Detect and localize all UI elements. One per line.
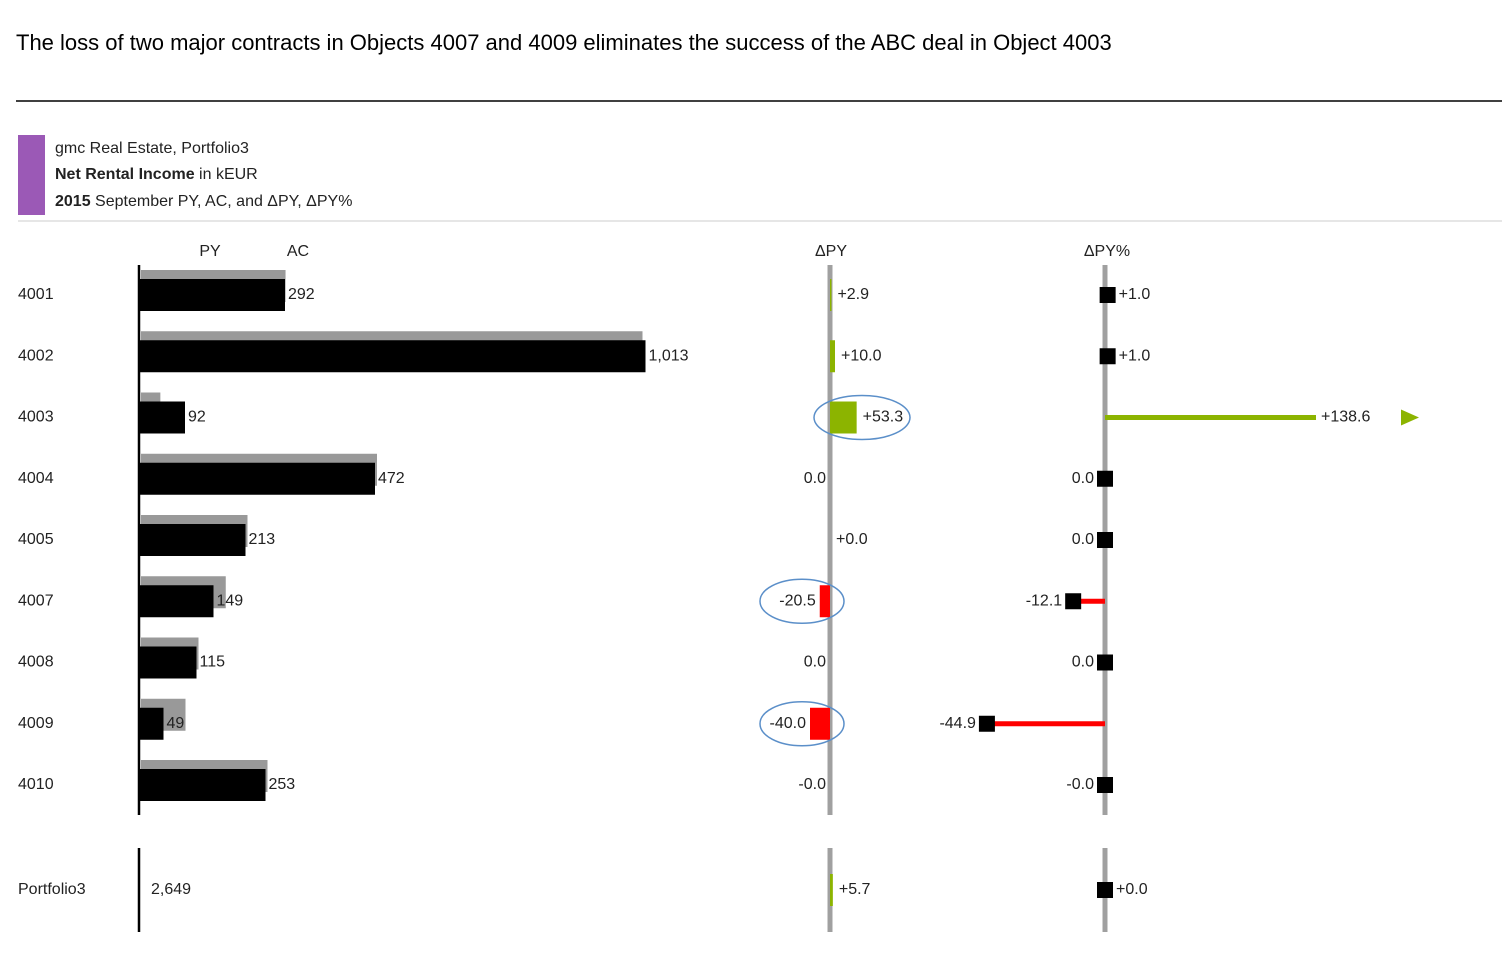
- column-header: ΔPY%: [1084, 243, 1130, 260]
- row-label: 4001: [18, 286, 54, 303]
- ac-bar: [139, 524, 246, 556]
- row-label: 4010: [18, 776, 54, 793]
- delta-pct-marker: [1065, 593, 1082, 610]
- delta-pct-label: 0.0: [1072, 470, 1094, 487]
- header-period: 2015 September PY, AC, and ΔPY, ΔPY%: [55, 193, 352, 210]
- delta-bar: [819, 585, 830, 618]
- column-header: ΔPY: [815, 243, 847, 260]
- delta-pct-marker: [1097, 882, 1113, 898]
- delta-pct-label: +138.6: [1321, 409, 1370, 426]
- row-label: 4003: [18, 409, 54, 426]
- header-bar: [18, 135, 45, 215]
- delta-label: -20.5: [779, 592, 816, 609]
- ac-label: 49: [167, 715, 185, 732]
- row-label: 4005: [18, 531, 54, 548]
- unit: in kEUR: [199, 166, 258, 183]
- ac-bar: [139, 401, 185, 434]
- delta-pct-marker: [1097, 532, 1113, 548]
- column-header: PY: [199, 243, 221, 260]
- row-label: 4002: [18, 347, 54, 364]
- delta-pct-marker: [1097, 470, 1113, 487]
- delta-axis: [827, 265, 833, 815]
- delta-bar: [830, 874, 833, 906]
- delta-label: -0.0: [798, 776, 826, 793]
- ac-label: 92: [188, 409, 206, 426]
- row-label: 4009: [18, 715, 54, 732]
- delta-pct-label: -0.0: [1066, 776, 1094, 793]
- highlight-ellipse: [759, 701, 845, 747]
- ac-label: 213: [249, 531, 276, 548]
- ac-label: 115: [200, 654, 226, 671]
- delta-pct-line: [986, 721, 1105, 727]
- scenario: September PY, AC, and ΔPY, ΔPY%: [95, 193, 352, 210]
- header-measure: Net Rental Income in kEUR: [55, 166, 258, 183]
- delta-pct-marker: [1099, 287, 1116, 303]
- row-label: 4004: [18, 470, 54, 487]
- ac-label: 253: [269, 776, 296, 793]
- ac-label: 472: [378, 470, 405, 487]
- delta-label: +0.0: [836, 531, 868, 548]
- delta-label: +53.3: [863, 409, 904, 426]
- total-label: Portfolio3: [18, 881, 86, 898]
- delta-label: 0.0: [804, 654, 826, 671]
- delta-pct-marker: [1097, 654, 1113, 671]
- delta-pct-label: +1.0: [1119, 347, 1151, 364]
- page-title: The loss of two major contracts in Objec…: [16, 30, 1112, 55]
- delta-pct-label: +1.0: [1119, 286, 1151, 303]
- delta-pct-label: -12.1: [1026, 592, 1063, 609]
- delta-label: +5.7: [839, 881, 871, 898]
- delta-label: 0.0: [804, 470, 826, 487]
- delta-bar: [810, 707, 830, 740]
- ac-label: 1,013: [649, 347, 689, 364]
- row-label: 4008: [18, 654, 54, 671]
- delta-label: -40.0: [770, 715, 807, 732]
- year: 2015: [55, 193, 91, 210]
- delta-pct-line: [1105, 415, 1316, 420]
- highlight-ellipse: [759, 578, 845, 624]
- measure: Net Rental Income: [55, 166, 195, 183]
- ac-bar: [139, 769, 266, 801]
- delta-pct-label: -44.9: [939, 715, 976, 732]
- ac-bar: [139, 340, 646, 373]
- row-label: 4007: [18, 592, 54, 609]
- highlight-ellipse: [813, 394, 911, 441]
- header-company: gmc Real Estate, Portfolio3: [55, 140, 249, 157]
- delta-label: +10.0: [841, 347, 882, 364]
- ac-bar: [139, 707, 164, 740]
- ac-bar: [139, 585, 214, 618]
- delta-pct-label: 0.0: [1072, 531, 1094, 548]
- ac-bar: [139, 646, 197, 679]
- delta-pct-marker: [1099, 348, 1116, 365]
- delta-bar: [830, 401, 857, 434]
- delta-pct-marker: [1097, 777, 1113, 793]
- delta-pct-line: [1073, 598, 1105, 604]
- delta-pct-marker: [978, 715, 995, 732]
- delta-pct-label: +0.0: [1116, 881, 1148, 898]
- ac-bar: [139, 279, 285, 311]
- column-header: AC: [287, 243, 309, 260]
- outlier-arrow: [1401, 409, 1419, 426]
- ac-bar: [139, 462, 375, 495]
- delta-pct-label: 0.0: [1072, 654, 1094, 671]
- ac-label: 292: [288, 286, 315, 303]
- delta-bar: [830, 279, 832, 311]
- delta-bar: [830, 340, 835, 373]
- total-ac-label: 2,649: [151, 881, 191, 898]
- delta-label: +2.9: [837, 286, 869, 303]
- ac-label: 149: [217, 592, 244, 609]
